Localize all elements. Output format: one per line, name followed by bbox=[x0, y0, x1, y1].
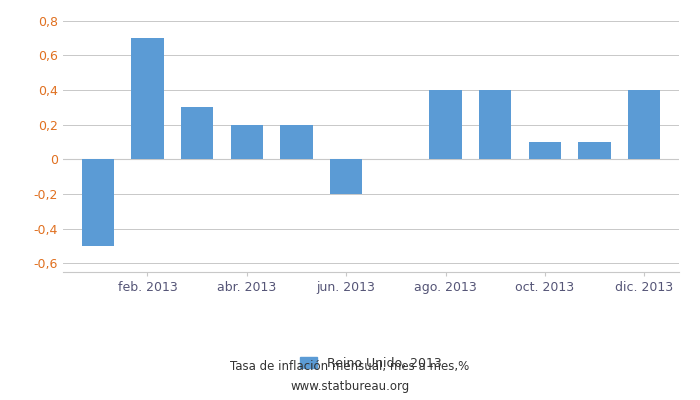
Bar bbox=[479, 90, 511, 159]
Bar bbox=[578, 142, 610, 159]
Bar bbox=[429, 90, 462, 159]
Bar bbox=[181, 107, 214, 159]
Text: Tasa de inflación mensual, mes a mes,%: Tasa de inflación mensual, mes a mes,% bbox=[230, 360, 470, 373]
Bar bbox=[330, 159, 363, 194]
Text: www.statbureau.org: www.statbureau.org bbox=[290, 380, 410, 393]
Bar bbox=[628, 90, 660, 159]
Bar bbox=[280, 125, 313, 159]
Legend: Reino Unido, 2013: Reino Unido, 2013 bbox=[295, 352, 447, 375]
Bar bbox=[231, 125, 263, 159]
Bar bbox=[528, 142, 561, 159]
Bar bbox=[82, 159, 114, 246]
Bar bbox=[132, 38, 164, 159]
